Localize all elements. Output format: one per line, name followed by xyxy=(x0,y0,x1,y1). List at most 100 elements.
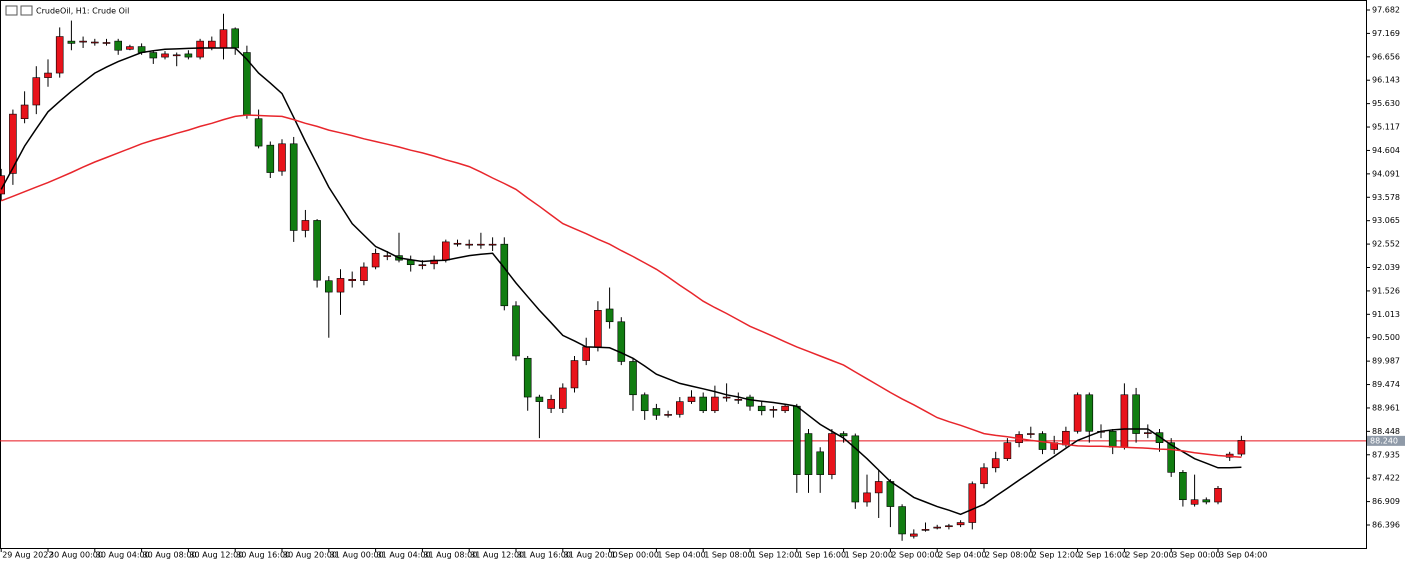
candle-body xyxy=(570,360,579,389)
candle-body xyxy=(184,53,193,58)
candle-body xyxy=(172,54,181,57)
y-tick-label: 91.526 xyxy=(1372,286,1400,295)
candle-body xyxy=(289,143,298,231)
candle-body xyxy=(149,52,158,59)
y-tick-label: 94.091 xyxy=(1372,169,1400,178)
candle-body xyxy=(886,481,895,507)
candle-body xyxy=(769,409,778,411)
candle-body xyxy=(1202,499,1211,503)
x-tick-label: 1 Sep 16:00 xyxy=(798,551,846,560)
y-tick-label: 89.987 xyxy=(1372,357,1400,366)
x-tick-label: 1 Sep 08:00 xyxy=(704,551,752,560)
candle-body xyxy=(348,279,357,281)
candle-body xyxy=(991,458,1000,469)
y-tick-label: 87.422 xyxy=(1372,474,1400,483)
candle-body xyxy=(898,506,906,535)
candle-body xyxy=(79,40,87,43)
candle-body xyxy=(126,46,134,50)
y-tick-label: 93.065 xyxy=(1372,216,1400,225)
x-tick-label: 30 Aug 04:00 xyxy=(96,551,150,560)
y-tick-label: 92.552 xyxy=(1372,240,1400,249)
candle-body xyxy=(453,242,462,245)
candle-body xyxy=(746,396,754,407)
x-tick-label: 2 Sep 08:00 xyxy=(985,551,1033,560)
candle-body xyxy=(874,481,883,494)
candle-body xyxy=(1132,394,1140,434)
candle-body xyxy=(547,399,555,409)
candle-body xyxy=(208,40,216,49)
candle-body xyxy=(301,220,310,231)
y-tick-label: 86.396 xyxy=(1372,521,1400,530)
candle-body xyxy=(921,529,930,531)
x-tick-label: 1 Sep 00:00 xyxy=(611,551,659,560)
candle-body xyxy=(500,243,509,307)
y-tick-label: 86.909 xyxy=(1372,497,1400,506)
icon xyxy=(20,5,33,16)
y-tick-label: 92.039 xyxy=(1372,263,1400,272)
candle-body xyxy=(1190,499,1199,505)
candle-body xyxy=(629,361,637,396)
y-tick-label: 88.961 xyxy=(1372,403,1400,412)
icon xyxy=(5,5,18,16)
x-tick-label: 31 Aug 04:00 xyxy=(377,551,431,560)
candle-body xyxy=(535,396,544,402)
candle-body xyxy=(266,144,275,173)
candle-body xyxy=(9,113,17,174)
moving-average-line xyxy=(0,114,1242,459)
x-tick-label: 30 Aug 08:00 xyxy=(143,551,197,560)
candle-body xyxy=(254,118,263,147)
x-tick-label: 30 Aug 12:00 xyxy=(189,551,243,560)
candle-body xyxy=(441,241,450,261)
candle-body xyxy=(512,305,520,357)
candle-body xyxy=(839,433,848,437)
y-tick-label: 88.448 xyxy=(1372,427,1400,436)
candle-body xyxy=(582,346,591,361)
candle-body xyxy=(161,53,169,58)
y-tick-label: 97.682 xyxy=(1372,5,1400,14)
candle-body xyxy=(1120,394,1129,448)
candle-body xyxy=(360,266,368,281)
candle-body xyxy=(909,533,918,537)
candle-body xyxy=(734,399,743,401)
candle-body xyxy=(32,77,41,106)
moving-average-line xyxy=(0,47,1242,516)
x-tick-label: 2 Sep 16:00 xyxy=(1079,551,1127,560)
candle-body xyxy=(0,175,6,195)
candle-body xyxy=(605,308,614,323)
candle-body xyxy=(675,401,684,415)
candle-body xyxy=(792,405,801,475)
candle-body xyxy=(488,243,497,246)
candle-body xyxy=(1237,440,1246,455)
candle-body xyxy=(699,396,708,412)
x-tick-label: 31 Aug 00:00 xyxy=(330,551,384,560)
x-tick-label: 3 Sep 00:00 xyxy=(1172,551,1220,560)
y-tick-label: 93.578 xyxy=(1372,193,1400,202)
candle-body xyxy=(324,280,333,293)
last-price-label: 88.240 xyxy=(1370,436,1398,445)
candle-body xyxy=(196,40,204,58)
x-tick-label: 1 Sep 20:00 xyxy=(845,551,893,560)
x-tick-label: 2 Sep 04:00 xyxy=(938,551,986,560)
x-tick-label: 3 Sep 04:00 xyxy=(1219,551,1267,560)
candle-body xyxy=(781,405,789,412)
plot-frame xyxy=(0,0,1367,549)
candle-body xyxy=(91,41,99,44)
candle-body xyxy=(722,396,731,399)
x-tick-label: 30 Aug 16:00 xyxy=(236,551,290,560)
candle-body xyxy=(757,405,766,412)
candle-body xyxy=(477,243,485,246)
x-tick-label: 29 Aug 2022 xyxy=(2,551,53,560)
x-tick-label: 2 Sep 12:00 xyxy=(1032,551,1080,560)
candle-body xyxy=(933,526,942,529)
last-price-box xyxy=(1367,435,1405,446)
candle-body xyxy=(219,29,228,49)
candle-body xyxy=(816,451,825,475)
candle-body xyxy=(1073,394,1082,432)
x-tick-label: 2 Sep 20:00 xyxy=(1125,551,1173,560)
x-tick-label: 31 Aug 12:00 xyxy=(470,551,524,560)
candle-body xyxy=(804,433,813,475)
y-tick-label: 89.474 xyxy=(1372,380,1400,389)
y-tick-label: 96.656 xyxy=(1372,52,1400,61)
candle-body xyxy=(336,278,345,293)
candle-body xyxy=(1062,430,1070,446)
